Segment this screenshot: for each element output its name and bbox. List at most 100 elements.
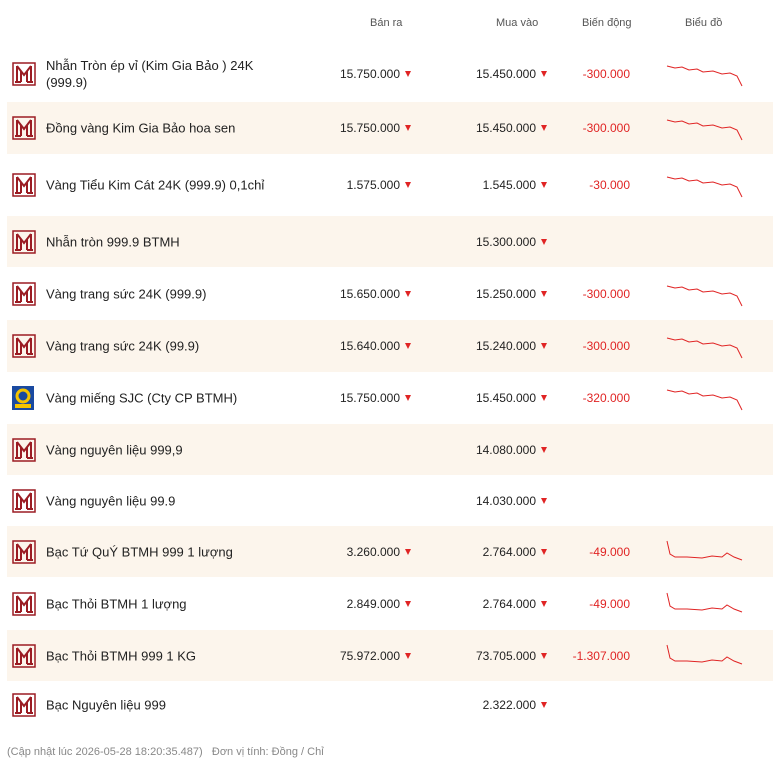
- sell-price: 1.575.000: [346, 177, 400, 192]
- sell-price: 15.650.000: [339, 286, 400, 301]
- brand-logo: [12, 334, 36, 363]
- header-chart: Biểu đồ: [685, 17, 723, 29]
- down-arrow: [405, 548, 411, 555]
- sell-price: 75.972.000: [339, 648, 400, 663]
- product-name: Vàng Tiểu Kim Cát 24K (999.9) 0,1chỉ: [46, 177, 265, 192]
- price-row: Vàng nguyên liệu 99.9 14.030.000: [7, 476, 773, 526]
- buy-price: 15.450.000: [475, 66, 536, 81]
- down-arrow: [405, 181, 411, 188]
- product-name: Bạc Nguyên liệu 999: [46, 697, 166, 713]
- product-name: Bạc Tứ QuÝ BTMH 999 1 lượng: [46, 544, 233, 559]
- buy-price: 15.450.000: [475, 391, 536, 405]
- down-arrow: [405, 125, 411, 131]
- price-change: -30.000: [589, 177, 630, 192]
- price-change: -300.000: [582, 286, 630, 301]
- price-change: -49.000: [589, 596, 630, 611]
- down-arrow: [541, 702, 547, 708]
- brand-logo: [12, 489, 36, 518]
- down-arrow: [541, 238, 547, 245]
- sparkline: [665, 330, 745, 367]
- product-name: Bạc Thỏi BTMH 999 1 KG: [46, 648, 197, 663]
- product-name: Bạc Thỏi BTMH 1 lượng: [46, 596, 187, 611]
- unit-note: Đơn vị tính: Đồng / Chỉ: [211, 746, 324, 758]
- price-row: Bạc Thỏi BTMH 1 lượng 2.849.000 2.764.000 -…: [7, 578, 773, 629]
- product-name: Vàng trang sức 24K (999.9): [46, 286, 207, 301]
- sell-price: 15.640.000: [339, 339, 400, 353]
- buy-price: 2.764.000: [482, 544, 536, 559]
- updated-time: (Cập nhật lúc 2026-05-28 18:20:35.487): [7, 746, 203, 758]
- down-arrow: [541, 343, 547, 349]
- brand-logo: [12, 693, 36, 722]
- sparkline: [665, 640, 745, 677]
- down-arrow: [405, 70, 411, 77]
- product-name: Đồng vàng Kim Gia Bảo hoa sen: [46, 120, 236, 136]
- buy-price: 14.030.000: [475, 494, 536, 508]
- down-arrow: [405, 343, 411, 349]
- price-row: Vàng trang sức 24K (999.9) 15.650.000 15.2…: [7, 268, 773, 319]
- down-arrow: [541, 600, 547, 607]
- buy-price: 2.764.000: [482, 596, 536, 611]
- product-name: Vàng nguyên liệu 999,9: [46, 442, 183, 457]
- down-arrow: [541, 290, 547, 297]
- brand-logo: [12, 386, 34, 415]
- price-row: Vàng Tiểu Kim Cát 24K (999.9) 0,1chỉ 1.57…: [7, 157, 773, 212]
- brand-logo: [12, 281, 36, 311]
- sell-price: 3.260.000: [346, 544, 400, 559]
- down-arrow: [541, 446, 547, 453]
- product-name: Nhẫn tròn 999.9 BTMH: [46, 234, 180, 249]
- product-name: Nhẫn Tròn ép vỉ (Kim Gia Bảo ) 24K (999.…: [46, 57, 254, 90]
- sparkline: [665, 588, 745, 625]
- buy-price: 2.322.000: [482, 698, 536, 712]
- sparkline: [665, 169, 745, 206]
- sell-price: 15.750.000: [339, 121, 400, 135]
- sparkline: [665, 382, 745, 419]
- brand-logo: [12, 539, 36, 569]
- price-row: Bạc Tứ QuÝ BTMH 999 1 lượng 3.260.000 2.76…: [7, 526, 773, 577]
- header-buy: Mua vào: [496, 17, 539, 29]
- price-row: Nhẫn Tròn ép vỉ (Kim Gia Bảo ) 24K (999.…: [7, 47, 773, 100]
- price-change: -300.000: [582, 339, 630, 353]
- sell-price: 15.750.000: [339, 66, 400, 81]
- price-row: Vàng trang sức 24K (99.9) 15.640.000 15.24…: [7, 320, 773, 372]
- price-change: -49.000: [589, 544, 630, 559]
- product-name: Vàng trang sức 24K (99.9): [46, 338, 200, 354]
- price-change: -300.000: [582, 121, 630, 135]
- price-row: Vàng miếng SJC (Cty CP BTMH) 15.750.000 15…: [7, 372, 773, 424]
- buy-price: 15.300.000: [475, 234, 536, 249]
- brand-logo: [12, 591, 36, 621]
- sparkline: [665, 536, 745, 573]
- price-change: -320.000: [582, 391, 630, 405]
- buy-price: 1.545.000: [482, 177, 536, 192]
- buy-price: 14.080.000: [475, 442, 536, 457]
- sparkline: [665, 112, 745, 149]
- header-sell: Bán ra: [370, 17, 403, 29]
- sell-price: 2.849.000: [346, 596, 400, 611]
- brand-logo: [12, 172, 36, 202]
- product-name: Vàng miếng SJC (Cty CP BTMH): [46, 390, 238, 406]
- footer: (Cập nhật lúc 2026-05-28 18:20:35.487) Đ…: [7, 746, 324, 758]
- sparkline: [665, 278, 745, 315]
- price-row: Vàng nguyên liệu 999,9 14.080.000: [7, 424, 773, 475]
- buy-price: 15.250.000: [475, 286, 536, 301]
- down-arrow: [541, 181, 547, 188]
- buy-price: 73.705.000: [475, 648, 536, 663]
- brand-logo: [12, 61, 36, 91]
- brand-logo: [12, 229, 36, 259]
- price-row: Nhẫn tròn 999.9 BTMH 15.300.000: [7, 216, 773, 267]
- down-arrow: [541, 125, 547, 131]
- down-arrow: [405, 600, 411, 607]
- buy-price: 15.240.000: [475, 339, 536, 353]
- sell-price: 15.750.000: [339, 391, 400, 405]
- price-row: Đồng vàng Kim Gia Bảo hoa sen 15.750.000 1…: [7, 102, 773, 154]
- down-arrow: [405, 290, 411, 297]
- price-row: Bạc Nguyên liệu 999 2.322.000: [7, 682, 773, 728]
- down-arrow: [405, 395, 411, 401]
- sparkline: [665, 58, 745, 95]
- down-arrow: [541, 498, 547, 504]
- price-change: -1.307.000: [572, 648, 630, 663]
- price-row: Bạc Thỏi BTMH 999 1 KG 75.972.000 73.705.0…: [7, 630, 773, 681]
- buy-price: 15.450.000: [475, 121, 536, 135]
- header-change: Biến động: [582, 17, 632, 29]
- down-arrow: [541, 652, 547, 659]
